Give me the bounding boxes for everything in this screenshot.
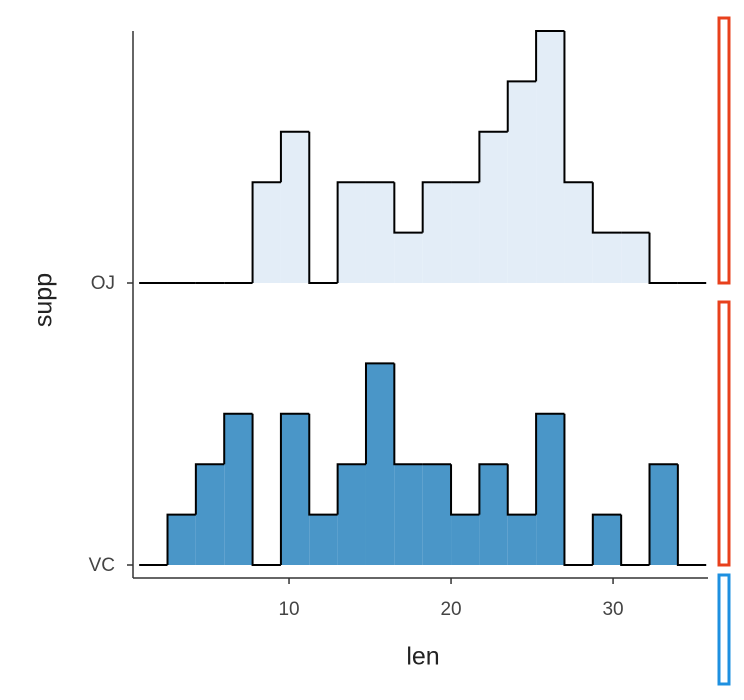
- bar: [507, 81, 537, 284]
- bar: [224, 413, 253, 565]
- bar-outline: [421, 181, 452, 233]
- bar: [451, 182, 480, 283]
- bar: [536, 413, 565, 565]
- bar-outline: [223, 412, 253, 465]
- bar-outline: [308, 131, 338, 284]
- bar-outline: [478, 130, 508, 183]
- bar: [280, 413, 310, 565]
- bar: [507, 514, 537, 565]
- bar-outline: [393, 363, 423, 466]
- bar: [280, 131, 310, 283]
- bar-outline: [251, 413, 281, 566]
- bar: [365, 363, 395, 565]
- bar-outline: [648, 232, 678, 284]
- bar: [337, 464, 366, 565]
- bar-outline: [535, 30, 565, 82]
- bar-outline: [591, 513, 622, 565]
- bar-outline: [478, 463, 508, 515]
- bar-outline: [279, 412, 310, 565]
- x-axis-label: len: [406, 643, 439, 671]
- bar: [536, 31, 565, 283]
- bar: [592, 232, 622, 283]
- bar: [422, 182, 452, 283]
- bar-outline: [251, 181, 281, 283]
- x-tick-label: 20: [440, 599, 461, 620]
- bar: [451, 514, 480, 565]
- bar-outline: [194, 463, 225, 515]
- highlight-box: [717, 16, 731, 285]
- y-tick-label: OJ: [91, 273, 115, 294]
- bar: [337, 182, 366, 283]
- highlight-box: [717, 300, 731, 567]
- bar: [167, 514, 196, 565]
- bar: [621, 232, 650, 283]
- bar-outline: [336, 181, 366, 283]
- bar-outline: [336, 463, 366, 515]
- bar-outline: [591, 182, 622, 234]
- bar: [394, 232, 423, 283]
- bar-outline: [535, 412, 565, 515]
- y-tick-label: VC: [89, 555, 115, 576]
- bar: [479, 131, 508, 283]
- bar-outline: [450, 464, 480, 516]
- bar-outline: [620, 514, 650, 566]
- bar-outline: [279, 130, 310, 183]
- bar-outline: [166, 513, 196, 565]
- bar: [394, 464, 423, 565]
- x-tick-label: 10: [278, 599, 299, 620]
- bar: [592, 514, 622, 565]
- bar-outline: [563, 413, 593, 566]
- bar: [649, 464, 678, 565]
- bar: [365, 182, 395, 283]
- bar: [479, 464, 508, 565]
- bar: [422, 464, 452, 565]
- bar-outline: [648, 463, 678, 565]
- bar-outline: [506, 80, 537, 132]
- bar-outline: [393, 182, 423, 234]
- bar-outline: [563, 31, 593, 184]
- bar: [309, 514, 338, 565]
- bar: [252, 182, 281, 283]
- highlight-box: [717, 573, 731, 686]
- bar-outline: [308, 413, 338, 516]
- bar: [195, 464, 225, 565]
- bar: [564, 182, 593, 283]
- bar-outline: [676, 464, 707, 566]
- y-axis-label: supp: [30, 273, 58, 327]
- bar-outline: [506, 464, 537, 516]
- x-tick-label: 30: [602, 599, 623, 620]
- bar-outline: [364, 362, 395, 465]
